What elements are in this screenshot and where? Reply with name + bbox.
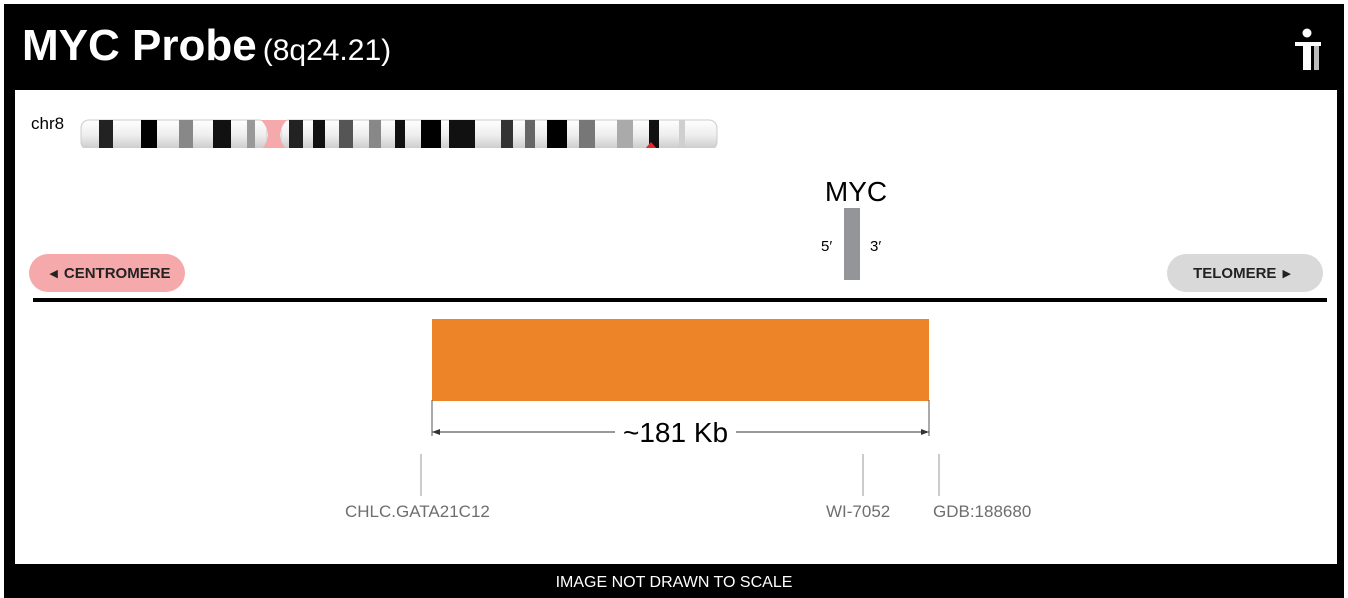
band <box>179 120 193 148</box>
telomere-pill: TELOMERE ▶ <box>1167 254 1323 292</box>
marker-label: WI-7052 <box>826 502 891 521</box>
left-arrow-icon: ◀ <box>49 267 58 280</box>
right-arrow-icon: ▶ <box>1282 267 1291 280</box>
band <box>99 120 113 148</box>
centromere-label: CENTROMERE <box>63 264 171 282</box>
band <box>247 120 255 148</box>
header: MYC Probe (8q24.21) <box>4 4 1344 86</box>
person-logo-icon <box>1295 28 1321 70</box>
diagram-panel: chr8 <box>15 90 1337 564</box>
chromosome-ideogram <box>80 119 718 148</box>
gene-name: MYC <box>824 176 888 207</box>
band <box>313 120 325 148</box>
band <box>547 120 567 148</box>
band <box>649 120 659 148</box>
red-triangle-icon <box>645 142 657 148</box>
band <box>501 120 513 148</box>
probe-bar <box>432 319 929 401</box>
probe-title: MYC Probe <box>22 21 257 70</box>
band <box>421 120 441 148</box>
band <box>369 120 381 148</box>
footer-note: IMAGE NOT DRAWN TO SCALE <box>555 574 793 591</box>
arrowhead-right-icon <box>921 429 929 435</box>
centromere-pill: ◀ CENTROMERE <box>29 254 185 292</box>
gene-locus-bar <box>844 208 860 280</box>
five-prime-label: 5′ <box>821 238 833 255</box>
band <box>449 120 475 148</box>
band <box>525 120 535 148</box>
arrowhead-left-icon <box>432 429 440 435</box>
q-arm <box>280 119 718 148</box>
telomere-label: TELOMERE <box>1193 264 1277 282</box>
marker-label: GDB:188680 <box>933 502 1032 521</box>
chromosome-label: chr8 <box>31 114 65 133</box>
band <box>679 120 685 148</box>
three-prime-label: 3′ <box>870 238 882 255</box>
band <box>141 120 157 148</box>
band <box>617 120 633 148</box>
band <box>579 120 595 148</box>
band <box>339 120 353 148</box>
page-title: MYC Probe (8q24.21) <box>22 21 391 76</box>
locus-label: (8q24.21) <box>262 34 392 67</box>
band <box>213 120 231 148</box>
band <box>289 120 303 148</box>
figure-frame: MYC Probe (8q24.21) chr8 <box>4 4 1344 598</box>
probe-size-label: ~181 Kb <box>615 416 737 450</box>
marker-label: CHLC.GATA21C12 <box>345 502 490 521</box>
chromosome-axis-line <box>33 298 1327 302</box>
marker-ticks <box>420 454 940 496</box>
band <box>395 120 405 148</box>
centromere <box>261 120 287 148</box>
